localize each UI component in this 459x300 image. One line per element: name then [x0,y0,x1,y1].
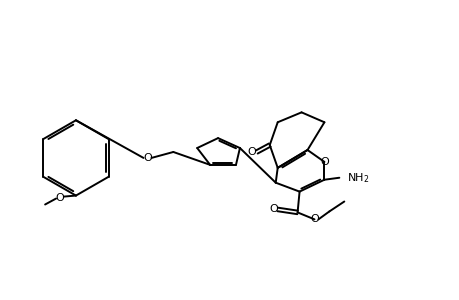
Text: O: O [319,157,328,167]
Text: O: O [56,193,64,202]
Text: NH$_2$: NH$_2$ [347,171,369,184]
Text: O: O [143,153,151,163]
Text: O: O [247,147,256,157]
Text: O: O [269,204,278,214]
Text: O: O [309,214,318,224]
